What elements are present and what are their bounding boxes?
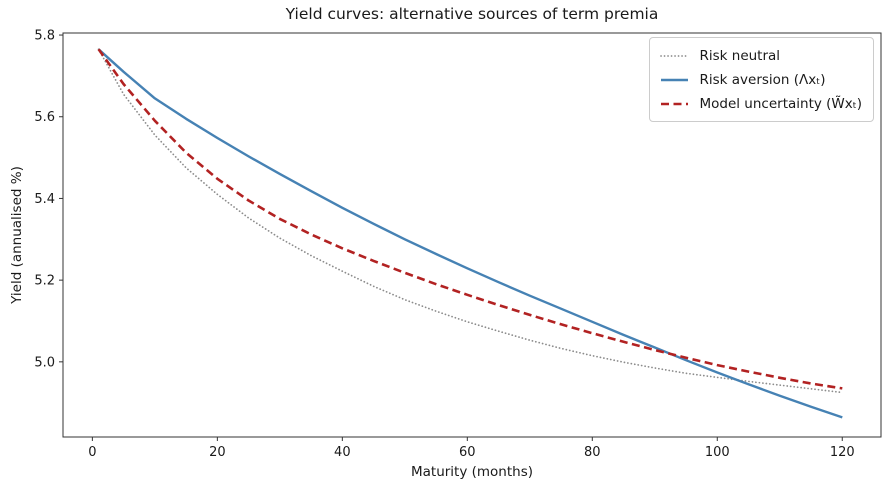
series-line-risk-aversion	[97, 48, 843, 419]
x-tick-label: 60	[459, 445, 476, 460]
y-tick-label: 5.6	[34, 110, 55, 125]
y-tick-label: 5.4	[34, 192, 55, 207]
x-tick-label: 120	[830, 445, 855, 460]
y-axis-label: Yield (annualised %)	[9, 166, 25, 304]
x-tick-label: 80	[584, 445, 601, 460]
legend-item-risk-neutral: Risk neutral	[659, 45, 862, 66]
x-axis-label: Maturity (months)	[410, 464, 534, 480]
series-line-model-uncertainty	[97, 48, 843, 390]
x-tick-label: 20	[209, 445, 226, 460]
y-tick-label: 5.8	[34, 29, 55, 44]
plot-frame	[62, 32, 882, 438]
legend-line-sample-risk-aversion	[661, 78, 689, 81]
x-tick-label: 100	[705, 445, 730, 460]
x-tick-label: 0	[88, 445, 96, 460]
legend-item-risk-aversion: Risk aversion (Λxₜ)	[659, 69, 862, 90]
legend-line-sample-risk-neutral	[660, 54, 690, 57]
series-line-risk-neutral	[97, 48, 844, 394]
legend-item-model-uncertainty: Model uncertainty (W̃xₜ)	[659, 93, 862, 114]
legend-label-model-uncertainty: Model uncertainty (W̃xₜ)	[699, 95, 862, 112]
legend-label-risk-aversion: Risk aversion (Λxₜ)	[699, 71, 826, 88]
chart-title: Yield curves: alternative sources of ter…	[285, 5, 659, 23]
legend-line-sample-model-uncertainty	[661, 102, 689, 105]
x-tick-label: 40	[334, 445, 351, 460]
y-tick-label: 5.2	[34, 274, 55, 289]
legend: Risk neutral Risk aversion (Λxₜ) Model unc…	[649, 37, 874, 122]
y-tick-label: 5.0	[34, 355, 55, 370]
legend-label-risk-neutral: Risk neutral	[699, 47, 781, 64]
